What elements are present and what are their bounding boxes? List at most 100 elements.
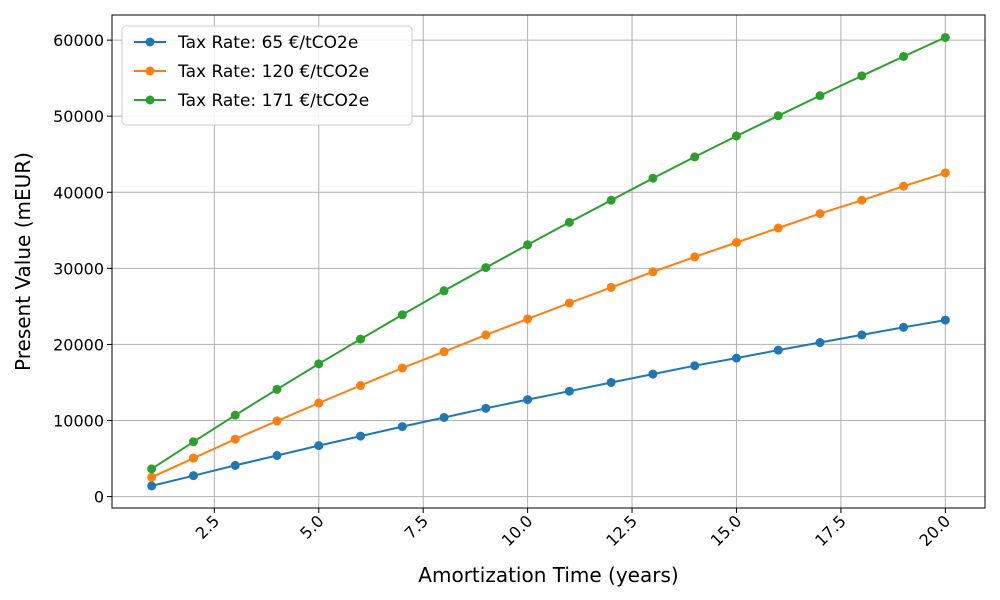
legend-label: Tax Rate: 120 €/tCO2e: [177, 62, 369, 82]
series-2: [147, 168, 950, 482]
data-point: [147, 481, 157, 491]
y-tick-label: 10000: [53, 412, 104, 431]
data-point: [439, 286, 449, 296]
series-line: [151, 319, 946, 487]
data-point: [899, 181, 909, 191]
x-tick-label: 2.5: [192, 511, 223, 542]
data-point: [815, 91, 825, 101]
y-axis-ticks: 0 10000 20000 30000 40000 50000 60000: [53, 31, 112, 507]
legend-item: Tax Rate: 171 €/tCO2e: [134, 91, 369, 111]
data-point: [147, 464, 157, 474]
legend-label: Tax Rate: 65 €/tCO2e: [177, 33, 358, 53]
series-line: [151, 36, 946, 470]
data-point: [314, 359, 324, 369]
data-point: [564, 217, 574, 227]
data-point: [731, 353, 741, 363]
data-point: [606, 377, 616, 387]
x-axis-ticks: 2.5 5.0 7.5 10.0 12.5 15.0 17.5 20.0: [192, 508, 954, 550]
x-tick-label: 7.5: [401, 511, 432, 542]
series-1: [147, 315, 950, 491]
data-point: [397, 363, 407, 373]
data-point: [940, 315, 950, 325]
data-point: [773, 111, 783, 121]
data-point: [481, 403, 491, 413]
data-point: [899, 322, 909, 332]
grid: [112, 15, 985, 508]
y-tick-label: 60000: [53, 31, 104, 50]
data-point: [356, 381, 366, 391]
data-point: [940, 32, 950, 42]
data-point: [731, 131, 741, 141]
data-point: [439, 412, 449, 422]
x-tick-label: 15.0: [707, 511, 746, 550]
data-point: [188, 453, 198, 463]
data-point: [188, 437, 198, 447]
y-tick-label: 20000: [53, 335, 104, 354]
legend-label: Tax Rate: 171 €/tCO2e: [177, 91, 369, 111]
data-point: [188, 471, 198, 481]
y-tick-label: 0: [94, 488, 104, 507]
y-tick-label: 50000: [53, 107, 104, 126]
data-point: [648, 369, 658, 379]
data-point: [940, 168, 950, 178]
y-axis-title: Present Value (mEUR): [11, 152, 35, 371]
x-tick-label: 20.0: [916, 511, 955, 550]
data-point: [230, 434, 240, 444]
data-point: [314, 441, 324, 451]
data-point: [481, 330, 491, 340]
data-point: [857, 71, 867, 81]
series-line: [151, 171, 946, 479]
data-point: [523, 240, 533, 250]
data-point: [272, 451, 282, 461]
data-point: [690, 152, 700, 162]
legend-marker: [145, 66, 155, 76]
data-point: [690, 252, 700, 262]
y-tick-label: 30000: [53, 259, 104, 278]
data-point: [356, 334, 366, 344]
data-point: [564, 298, 574, 308]
data-point: [648, 173, 658, 183]
y-tick-label: 40000: [53, 183, 104, 202]
legend-marker: [145, 95, 155, 105]
data-point: [857, 330, 867, 340]
data-point: [397, 310, 407, 320]
data-point: [606, 195, 616, 205]
data-point: [230, 460, 240, 470]
data-point: [857, 195, 867, 205]
x-tick-label: 5.0: [296, 511, 327, 542]
x-tick-label: 10.0: [498, 511, 537, 550]
data-point: [690, 361, 700, 371]
data-point: [773, 223, 783, 233]
x-axis-title: Amortization Time (years): [418, 563, 678, 587]
legend-item: Tax Rate: 65 €/tCO2e: [134, 33, 358, 53]
data-point: [815, 338, 825, 348]
data-point: [481, 263, 491, 273]
series-lines: [147, 32, 950, 491]
data-point: [899, 51, 909, 61]
data-point: [523, 314, 533, 324]
legend-frame: [121, 25, 413, 126]
data-point: [439, 347, 449, 357]
data-point: [773, 345, 783, 355]
data-point: [230, 410, 240, 420]
x-tick-label: 17.5: [811, 511, 850, 550]
legend-marker: [145, 37, 155, 47]
data-point: [147, 472, 157, 482]
data-point: [272, 384, 282, 394]
data-point: [272, 416, 282, 426]
data-point: [564, 386, 574, 396]
data-point: [815, 209, 825, 219]
data-point: [523, 395, 533, 405]
data-point: [314, 398, 324, 408]
data-point: [397, 422, 407, 432]
plot-frame: [111, 14, 986, 509]
x-tick-label: 12.5: [602, 511, 641, 550]
legend-item: Tax Rate: 120 €/tCO2e: [134, 62, 369, 82]
series-3: [147, 32, 950, 474]
data-point: [648, 267, 658, 277]
data-point: [356, 431, 366, 441]
data-point: [731, 237, 741, 247]
data-point: [606, 282, 616, 292]
